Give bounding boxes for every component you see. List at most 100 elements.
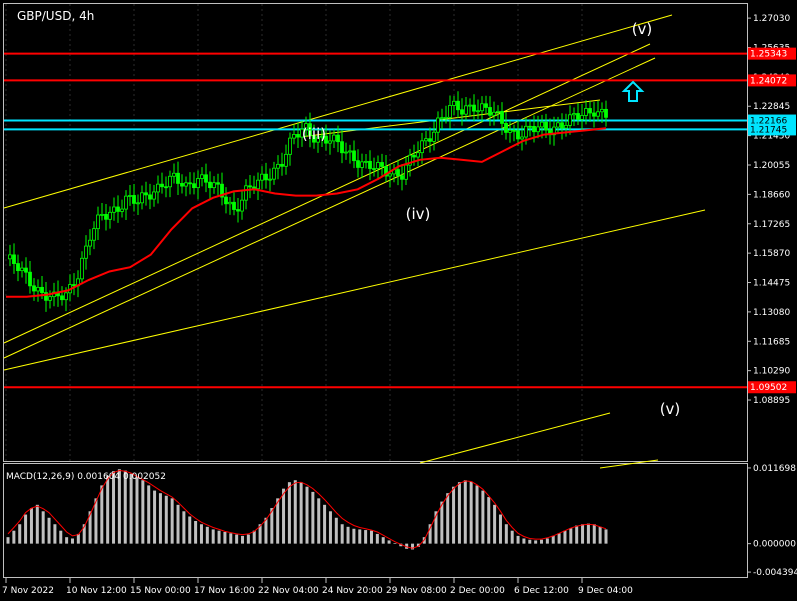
candle-body [276, 163, 280, 169]
macd-bar [581, 524, 585, 544]
macd-bar [112, 471, 116, 544]
candle-body [136, 202, 140, 205]
macd-bar [305, 486, 309, 544]
candle-body [440, 117, 444, 120]
candle-body [304, 123, 308, 130]
candle-body [496, 110, 500, 113]
time-tick-label: 17 Nov 16:00 [194, 586, 255, 596]
candle-body [20, 267, 24, 272]
price-tick-label: 1.20055 [753, 161, 790, 171]
candle-body [280, 163, 284, 167]
candle-body [528, 125, 532, 128]
candle-body [312, 135, 316, 143]
candle-body [140, 192, 144, 204]
candle-body [532, 125, 536, 133]
macd-bar [551, 535, 555, 544]
horizontal-levels[interactable] [4, 52, 747, 389]
candle-body [108, 211, 112, 220]
candle-body [448, 105, 452, 118]
wave-label-iv: (iv) [406, 205, 431, 223]
macd-bar [41, 511, 45, 544]
candle-body [536, 126, 540, 133]
price-tick-label: 1.18660 [753, 190, 790, 200]
price-tick-label: 1.21450 [753, 132, 790, 142]
trendlines[interactable] [3, 14, 706, 469]
candle-body [420, 140, 424, 154]
macd-bar [252, 530, 256, 544]
macd-bar [446, 493, 450, 544]
candle-body [504, 123, 508, 133]
macd-bar [88, 511, 92, 544]
candle-body [100, 213, 104, 216]
candle-body [24, 267, 28, 273]
macd-bar [229, 533, 233, 544]
candle-body [116, 206, 120, 212]
candle-body [84, 245, 88, 259]
trendline[interactable] [3, 14, 673, 209]
candle-body [604, 108, 608, 118]
macd-bar [287, 482, 291, 544]
time-tick-label: 29 Nov 08:00 [386, 586, 447, 596]
wave-label-v-bottom: (v) [660, 400, 681, 418]
level-price-tag: 1.24072 [750, 76, 787, 86]
main-pane-frame [3, 3, 748, 462]
candle-body [564, 124, 568, 129]
candle-body [380, 162, 384, 167]
candle-body [372, 168, 376, 170]
candle-body [216, 182, 220, 185]
macd-bar [323, 504, 327, 544]
macd-bar [510, 530, 514, 544]
macd-bar [381, 537, 385, 544]
macd-bar [364, 530, 368, 544]
level-price-tag: 1.22166 [750, 117, 787, 127]
candle-body [144, 192, 148, 196]
macd-bar [575, 525, 579, 544]
time-tick-label: 10 Nov 12:00 [66, 586, 127, 596]
trendline[interactable] [3, 209, 706, 371]
macd-bar [76, 533, 80, 544]
candle-body [92, 228, 96, 241]
macd-bar [469, 481, 473, 544]
candle-body [16, 263, 20, 272]
macd-bar [504, 524, 508, 544]
candle-body [64, 292, 68, 301]
trendline[interactable] [3, 57, 656, 359]
macd-bar [317, 498, 321, 544]
macd-bar [440, 501, 444, 544]
time-tick-label: 6 Dec 12:00 [514, 586, 569, 596]
candle-body [384, 166, 388, 177]
candle-body [208, 181, 212, 189]
candle-body [460, 109, 464, 115]
macd-bar [194, 521, 198, 544]
trendline[interactable] [419, 412, 611, 464]
macd-tick-label: 0.011698 [753, 464, 796, 474]
candle-body [568, 114, 572, 126]
macd-signal-line [7, 469, 607, 549]
trendline[interactable] [3, 43, 651, 344]
candle-body [156, 183, 160, 193]
candle-body [152, 191, 156, 200]
candle-body [596, 111, 600, 117]
macd-tick-label: -0.004394 [753, 568, 797, 578]
macd-bar [211, 529, 215, 544]
level-price-tag: 1.09502 [750, 383, 787, 393]
candle-body [520, 136, 524, 140]
macd-bar [604, 529, 608, 544]
macd-bar [358, 529, 362, 544]
macd-bar [346, 526, 350, 544]
macd-bar [592, 524, 596, 544]
candle-body [96, 214, 100, 230]
level-price-tag-bg [748, 74, 796, 87]
macd-bar [498, 514, 502, 544]
macd-bar [557, 533, 561, 544]
candle-body [128, 195, 132, 197]
macd-bar [276, 498, 280, 544]
candle-body [424, 138, 428, 142]
candle-body [180, 183, 184, 187]
trendline[interactable] [599, 459, 659, 469]
candle-body [104, 213, 108, 220]
chart-title: GBP/USD, 4h [17, 9, 94, 23]
macd-bar [106, 475, 110, 544]
